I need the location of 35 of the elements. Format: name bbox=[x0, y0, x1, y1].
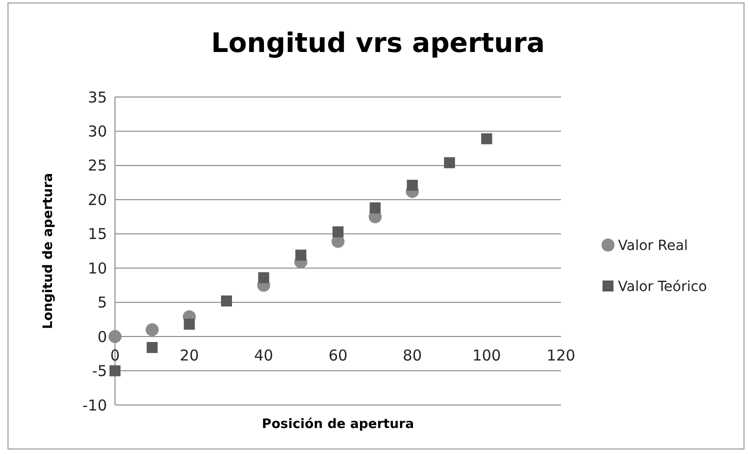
legend-label: Valor Real bbox=[618, 238, 688, 254]
x-tick-label: 20 bbox=[180, 346, 199, 365]
x-tick-label: 60 bbox=[328, 346, 348, 365]
x-tick-label: 40 bbox=[254, 346, 274, 365]
point bbox=[481, 133, 492, 144]
chart-title: Longitud vrs apertura bbox=[211, 28, 545, 59]
point bbox=[444, 157, 455, 168]
point bbox=[295, 250, 306, 261]
point bbox=[146, 323, 159, 336]
y-tick-label: 5 bbox=[97, 294, 107, 312]
y-tick-label: 10 bbox=[88, 259, 107, 278]
x-tick-label: 100 bbox=[472, 346, 501, 365]
y-tick-label: 25 bbox=[88, 156, 107, 175]
y-tick-label: 35 bbox=[88, 88, 107, 106]
y-tick-label: 0 bbox=[97, 328, 107, 346]
point bbox=[370, 202, 381, 214]
y-tick-label: -5 bbox=[92, 362, 107, 380]
point bbox=[221, 295, 232, 306]
y-tick-label: 30 bbox=[88, 122, 107, 140]
legend-label: Valor Teórico bbox=[618, 278, 707, 295]
point bbox=[110, 365, 120, 376]
point bbox=[108, 330, 122, 344]
point bbox=[258, 272, 270, 284]
x-tick-label: 0 bbox=[110, 346, 120, 365]
x-axis-title: Posición de apertura bbox=[262, 417, 414, 432]
point bbox=[184, 318, 195, 330]
point bbox=[146, 342, 158, 354]
y-tick-label: 20 bbox=[88, 190, 107, 209]
y-tick-label: 15 bbox=[88, 225, 107, 244]
x-tick-label: 80 bbox=[402, 346, 422, 365]
y-axis-title: Longitud de apertura bbox=[41, 172, 56, 330]
point bbox=[406, 180, 418, 191]
y-tick-label: -10 bbox=[82, 396, 107, 414]
point bbox=[332, 226, 344, 238]
x-tick-label: 120 bbox=[546, 346, 576, 365]
